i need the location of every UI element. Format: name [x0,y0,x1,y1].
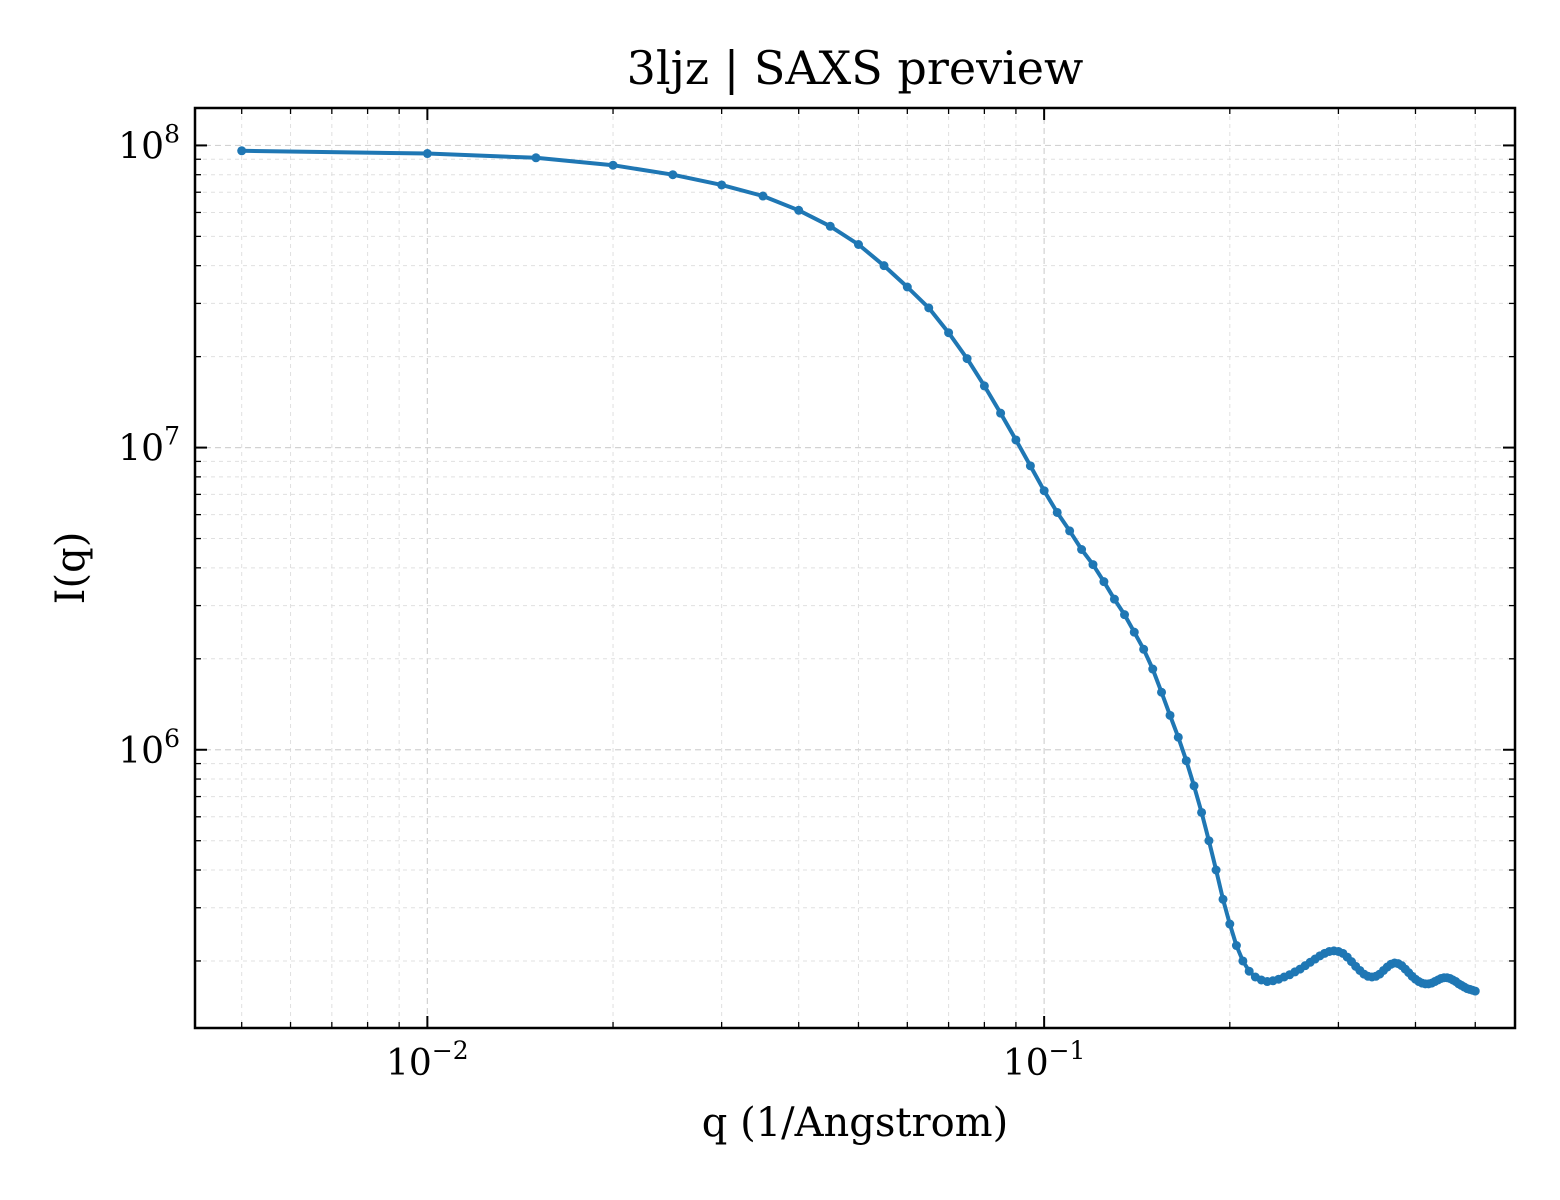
x-tick-label: 10−2 [386,1036,469,1084]
data-point [1165,710,1175,720]
data-point [717,180,727,190]
data-point [1211,865,1221,875]
x-tick-label: 10−1 [1003,1036,1086,1084]
grid-lines [195,108,1515,1028]
data-point [1189,781,1199,791]
data-point [1120,610,1130,620]
data-point [1470,986,1480,996]
data-point [422,149,432,159]
y-tick-label: 106 [118,724,180,772]
data-point [1088,560,1098,570]
data-point [1109,594,1119,604]
data-point [1099,577,1109,587]
data-point [996,408,1006,418]
data-point [1039,486,1049,496]
data-point [825,221,835,231]
data-point [1204,836,1214,846]
data-point [979,381,989,391]
data-point [1157,687,1167,697]
data-point [1129,627,1139,637]
data-point [1148,664,1158,674]
data-point [758,191,768,201]
data-point [1025,461,1035,471]
y-tick-label: 107 [118,422,180,470]
x-axis-label: q (1/Angstrom) [702,1100,1008,1146]
data-point [1181,756,1191,766]
data-point [237,146,247,156]
data-point [794,205,804,215]
data-point [668,170,678,180]
data-point [1139,644,1149,654]
data-point [1011,435,1021,445]
data-point [1218,894,1228,904]
data-point [1052,507,1062,517]
data-point [1077,544,1087,554]
data-point [1225,919,1235,929]
data-point [962,354,972,364]
data-point [944,328,954,338]
plot-frame [193,106,1517,1030]
plot-series [237,146,1480,996]
data-point [1244,966,1254,976]
data-point [879,261,889,271]
data-point [902,282,912,292]
data-point [1197,807,1207,817]
data-point [924,303,934,313]
chart-title: 3ljz | SAXS preview [627,41,1084,95]
data-point [1173,732,1183,742]
data-point [531,153,541,163]
y-axis-label: I(q) [48,532,94,605]
data-point [1231,941,1241,951]
axis-ticks: 10−2 10−1 106 107 108 [118,108,1515,1084]
data-point [1065,526,1075,536]
data-point [608,160,618,170]
data-point [853,240,863,250]
data-point [1238,956,1248,966]
y-tick-label: 108 [118,119,180,167]
